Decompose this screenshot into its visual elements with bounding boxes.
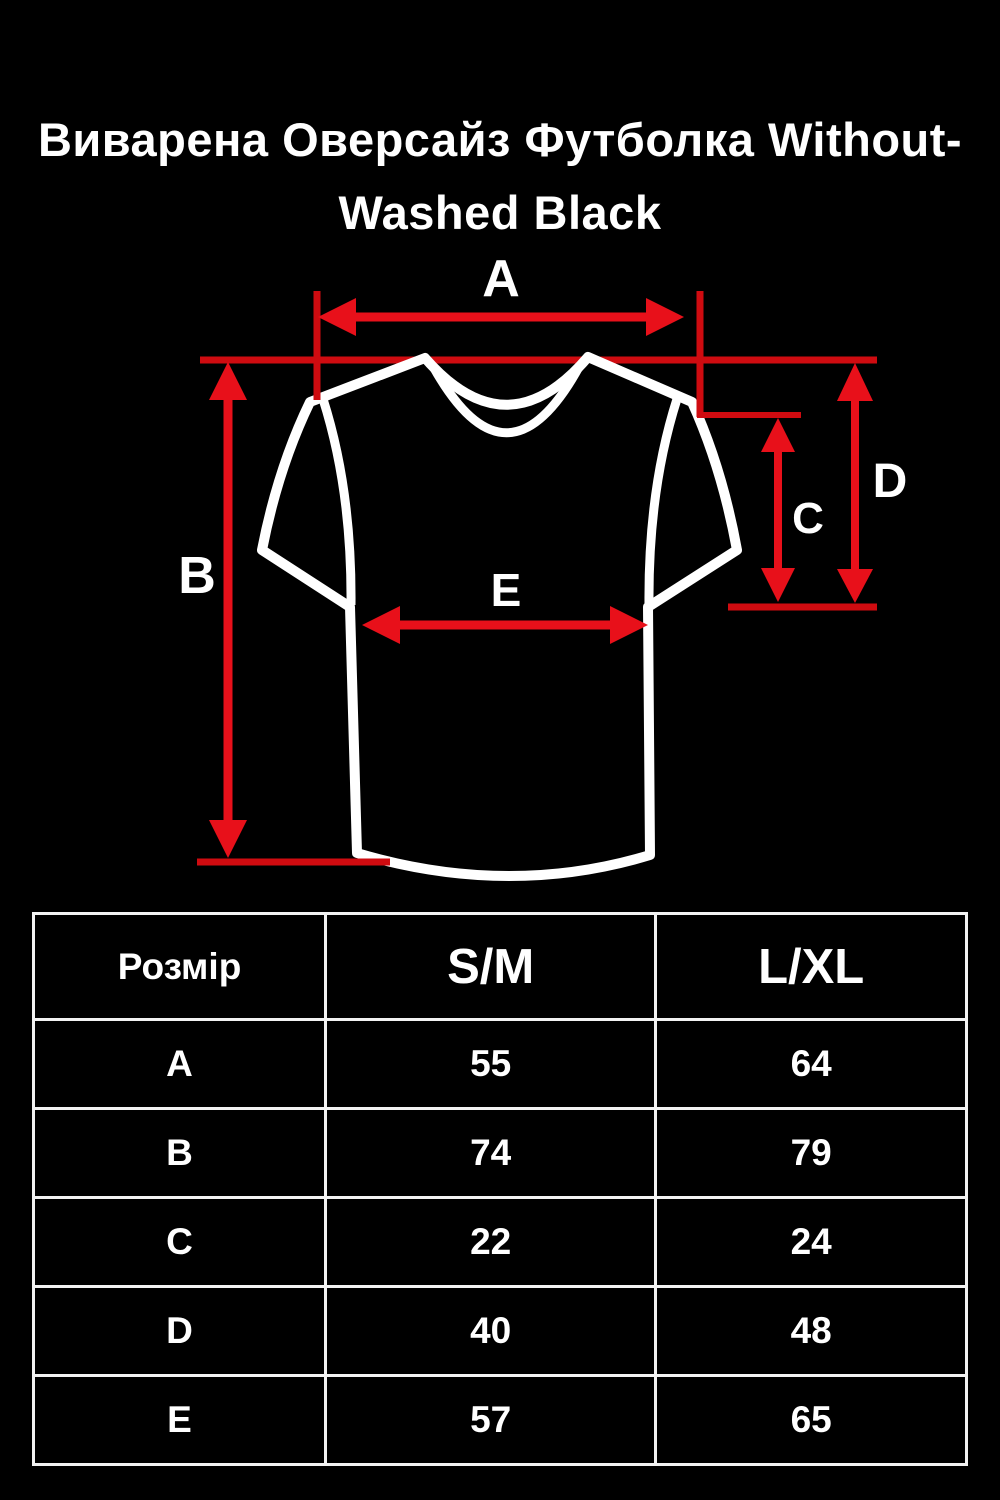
measure-label-e: E bbox=[491, 564, 522, 616]
tshirt-measurement-diagram: A B C D E bbox=[178, 250, 908, 881]
header-size-lxl: L/XL bbox=[654, 912, 968, 1021]
value-cell-sm: 74 bbox=[324, 1107, 658, 1199]
table-row-a: A 55 64 bbox=[31, 1018, 968, 1110]
measure-c-arrowhead-top bbox=[761, 418, 795, 452]
product-title: Виварена Оверсайз Футболка Without- Wash… bbox=[0, 103, 1000, 249]
measure-d-arrowhead-bottom bbox=[837, 569, 873, 603]
product-title-line2: Washed Black bbox=[338, 186, 662, 239]
table-row-b: B 74 79 bbox=[31, 1107, 968, 1199]
measure-e-arrowhead-right bbox=[610, 606, 648, 644]
measure-label-a: A bbox=[482, 250, 520, 308]
measure-e-arrowhead-left bbox=[362, 606, 400, 644]
measure-a-arrowhead-left bbox=[318, 298, 356, 336]
size-table-header-row: Розмір S/M L/XL bbox=[31, 912, 968, 1021]
dimension-cell: B bbox=[31, 1107, 328, 1199]
measure-label-c: C bbox=[792, 494, 824, 543]
measure-b-arrowhead-bottom bbox=[209, 820, 247, 858]
dimension-cell: C bbox=[31, 1196, 328, 1288]
size-table: Розмір S/M L/XL A 55 64 B 74 79 C 22 24 … bbox=[31, 912, 968, 1466]
measure-b-arrowhead-top bbox=[209, 362, 247, 400]
measure-a-arrowhead-right bbox=[646, 298, 684, 336]
tshirt-collar-band bbox=[429, 362, 584, 438]
dimension-cell: D bbox=[31, 1285, 328, 1377]
tshirt-right-armhole-seam bbox=[644, 397, 682, 606]
measure-c-arrowhead-bottom bbox=[761, 568, 795, 602]
table-row-c: C 22 24 bbox=[31, 1196, 968, 1288]
value-cell-lxl: 79 bbox=[654, 1107, 968, 1199]
measure-d-arrowhead-top bbox=[837, 363, 873, 401]
value-cell-lxl: 64 bbox=[654, 1018, 968, 1110]
value-cell-lxl: 48 bbox=[654, 1285, 968, 1377]
measure-label-b: B bbox=[178, 547, 216, 605]
header-size-sm: S/M bbox=[324, 912, 658, 1021]
tshirt-outline bbox=[257, 352, 742, 881]
table-row-e: E 57 65 bbox=[31, 1374, 968, 1466]
product-title-line1: Виварена Оверсайз Футболка Without- bbox=[37, 113, 963, 166]
tshirt-left-armhole-seam bbox=[318, 397, 356, 606]
value-cell-sm: 55 bbox=[324, 1018, 658, 1110]
value-cell-sm: 57 bbox=[324, 1374, 658, 1466]
table-row-d: D 40 48 bbox=[31, 1285, 968, 1377]
dimension-cell: A bbox=[31, 1018, 328, 1110]
value-cell-lxl: 24 bbox=[654, 1196, 968, 1288]
header-dimension: Розмір bbox=[31, 912, 328, 1021]
value-cell-sm: 22 bbox=[324, 1196, 658, 1288]
value-cell-lxl: 65 bbox=[654, 1374, 968, 1466]
value-cell-sm: 40 bbox=[324, 1285, 658, 1377]
measure-label-d: D bbox=[873, 455, 908, 508]
dimension-cell: E bbox=[31, 1374, 328, 1466]
